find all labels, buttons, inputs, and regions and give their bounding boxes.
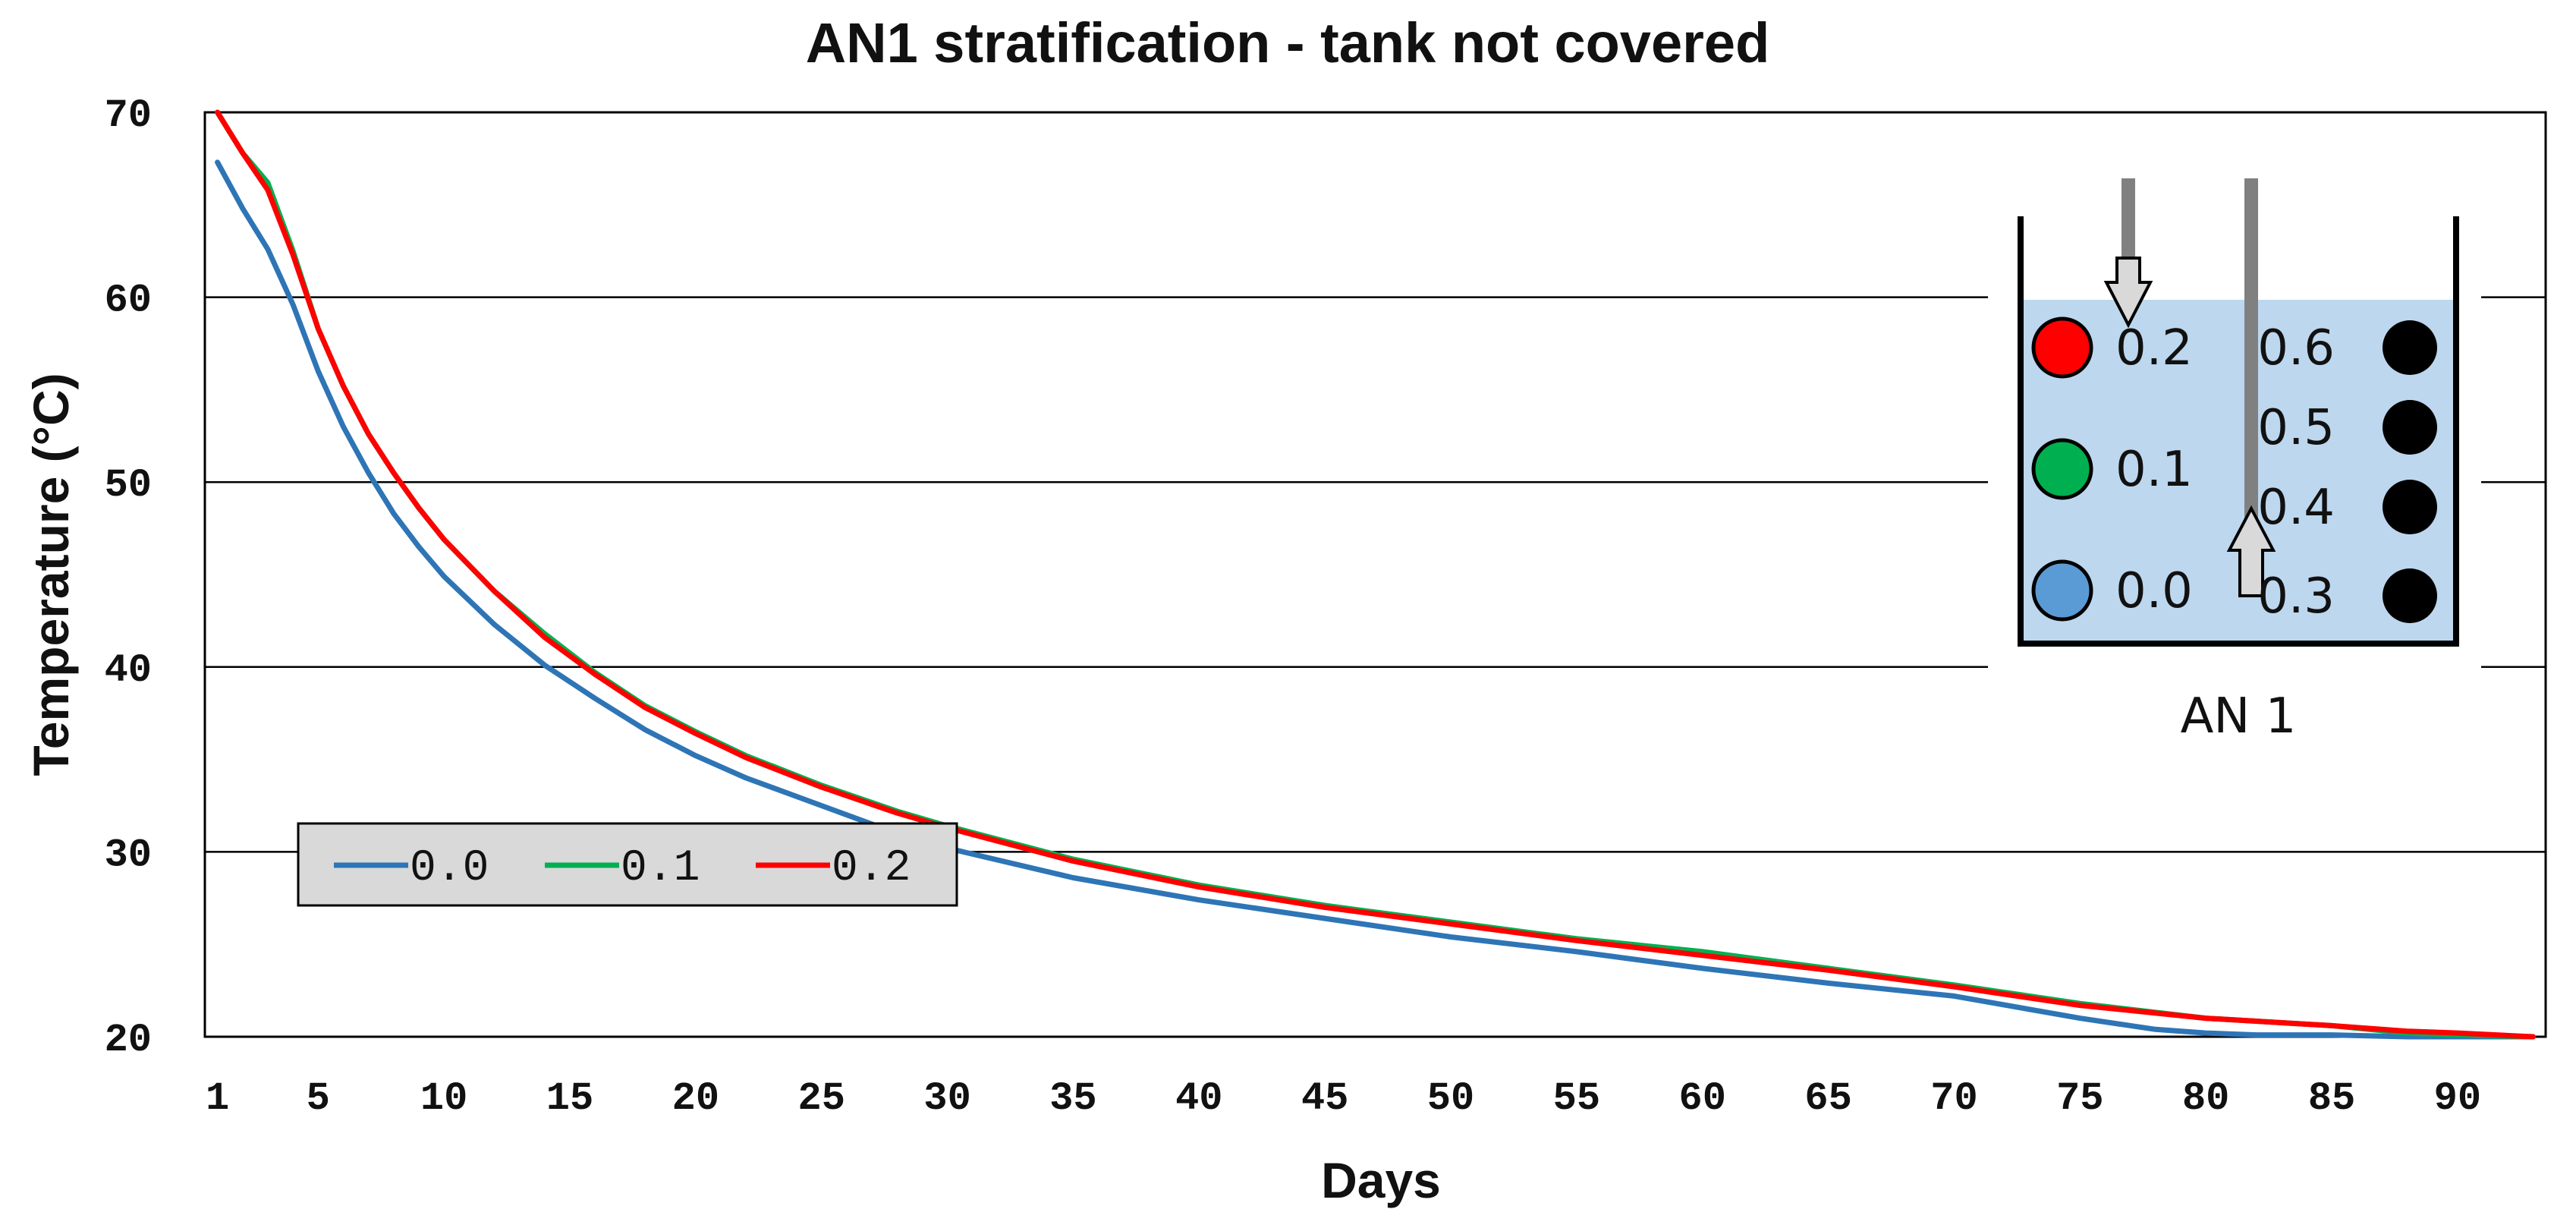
sensor-dot-0.3: [2383, 568, 2437, 623]
y-tick-label: 60: [105, 279, 152, 323]
x-tick-label: 70: [1930, 1076, 1977, 1121]
x-tick-label: 50: [1427, 1076, 1474, 1121]
x-tick-label: 85: [2308, 1076, 2355, 1121]
x-tick-label: 10: [420, 1076, 467, 1121]
y-tick-label: 40: [105, 648, 152, 693]
inlet-down-arrow-icon: [2103, 257, 2153, 329]
sensor-label: 0.3: [2257, 568, 2335, 625]
y-tick-label: 70: [105, 93, 152, 138]
x-tick-label: 65: [1804, 1076, 1851, 1121]
x-tick-label: 60: [1679, 1076, 1726, 1121]
chart-title: AN1 stratification - tank not covered: [806, 11, 1770, 74]
x-tick-label: 45: [1301, 1076, 1348, 1121]
x-tick-label: 15: [546, 1076, 593, 1121]
x-tick-label: 20: [672, 1076, 719, 1121]
x-tick-label: 1: [206, 1076, 229, 1121]
sensor-label: 0.4: [2257, 480, 2335, 536]
legend-label: 0.0: [410, 844, 489, 893]
x-tick-label: 5: [307, 1076, 330, 1121]
tank-walls: [2018, 216, 2459, 647]
sensor-label: 0.1: [2115, 442, 2193, 498]
x-tick-label: 40: [1175, 1076, 1222, 1121]
x-tick-label: 55: [1553, 1076, 1600, 1121]
legend-label: 0.2: [832, 844, 911, 893]
plot-area: [203, 111, 2547, 1038]
outlet-pipe: [2244, 178, 2258, 520]
sensor-label: 0.5: [2257, 400, 2335, 456]
x-axis-ticks: 1 5 10 15 20 25 30 35 40 45 50 55 60 65 70 75 80 85 90: [206, 1076, 2481, 1121]
y-tick-label: 50: [105, 463, 152, 508]
sensor-dot-0.5: [2383, 400, 2437, 455]
sensor-dot-0.0: [2031, 559, 2093, 622]
tank-caption: AN 1: [2181, 688, 2297, 745]
y-axis-ticks: 20 30 40 50 60 70: [105, 93, 152, 1063]
x-tick-label: 30: [923, 1076, 970, 1121]
x-tick-label: 25: [798, 1076, 845, 1121]
x-axis-title: Days: [1321, 1152, 1441, 1208]
legend-label: 0.1: [621, 844, 700, 893]
tank-diagram: 0.2 0.1 0.0 0.6 0.5 0.4 0.3 AN 1: [1988, 159, 2481, 759]
series-line-0.2: [215, 109, 2536, 1040]
y-axis-title: Temperature (°C): [23, 373, 79, 776]
x-tick-label: 35: [1049, 1076, 1096, 1121]
sensor-label: 0.0: [2115, 563, 2193, 619]
y-tick-label: 20: [105, 1018, 152, 1063]
outlet-up-arrow-icon: [2226, 505, 2276, 597]
sensor-dot-0.6: [2383, 320, 2437, 375]
sensor-dot-0.1: [2031, 438, 2093, 500]
x-tick-label: 90: [2434, 1076, 2481, 1121]
x-tick-label: 80: [2182, 1076, 2229, 1121]
sensor-dot-0.2: [2031, 316, 2093, 379]
sensor-dot-0.4: [2383, 480, 2437, 534]
inlet-pipe: [2122, 178, 2135, 258]
legend: 0.0 0.1 0.2: [297, 822, 958, 907]
x-tick-label: 75: [2056, 1076, 2103, 1121]
y-tick-label: 30: [105, 833, 152, 877]
sensor-label: 0.6: [2257, 320, 2335, 376]
sensor-label: 0.2: [2115, 320, 2193, 376]
